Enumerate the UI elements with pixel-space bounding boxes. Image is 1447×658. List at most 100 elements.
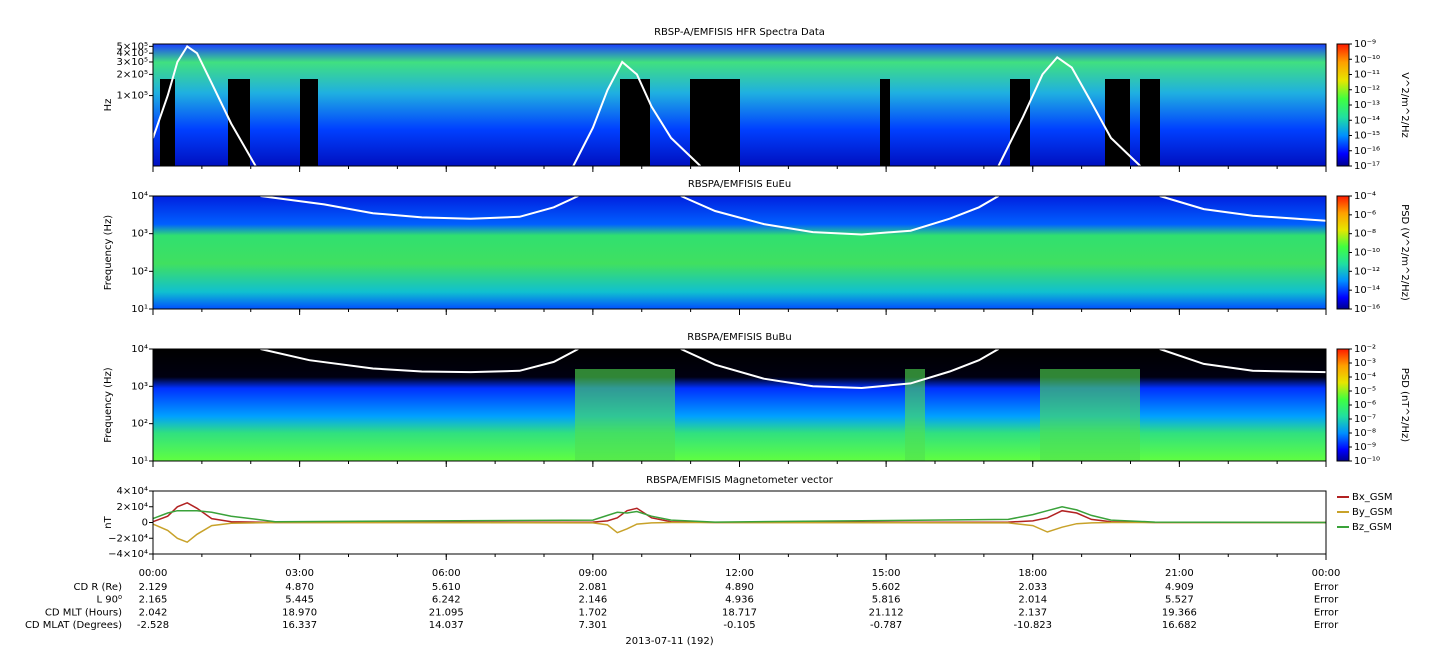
ephemeris-value: 2.165 — [139, 595, 168, 606]
colorbar-tick-label: 10⁻⁴ — [1354, 372, 1376, 383]
x-tick-label: 18:00 — [1018, 568, 1047, 579]
colorbar-tick-label: 10⁻⁹ — [1354, 442, 1376, 453]
y-axis-label: Hz — [103, 99, 114, 112]
x-tick-label: 12:00 — [725, 568, 754, 579]
legend-label: Bz_GSM — [1352, 522, 1392, 533]
spectrogram-texture — [905, 369, 925, 461]
colorbar-label: PSD (nT^2/Hz) — [1399, 368, 1410, 442]
colorbar-tick-label: 10⁻¹⁰ — [1354, 456, 1380, 467]
ephemeris-value: 5.445 — [285, 595, 314, 606]
ephemeris-value: 4.890 — [725, 582, 754, 593]
ephemeris-value: 16.682 — [1162, 620, 1197, 631]
colorbar-tick-label: 10⁻³ — [1354, 358, 1376, 369]
x-tick-label: 06:00 — [432, 568, 461, 579]
ephemeris-value: 5.816 — [872, 595, 901, 606]
series-line — [152, 501, 1326, 524]
x-tick-label: 00:00 — [139, 568, 168, 579]
spectrogram-texture — [228, 79, 250, 166]
ephemeris-value: 2.081 — [579, 582, 608, 593]
colorbar-tick-label: 10⁻¹⁰ — [1354, 54, 1380, 65]
y-tick-label: −2×10⁴ — [108, 533, 148, 544]
ephemeris-value: 19.366 — [1162, 607, 1197, 618]
colorbar-tick-label: 10⁻¹² — [1354, 85, 1380, 96]
ephemeris-value: 5.602 — [872, 582, 901, 593]
ephemeris-value: 2.042 — [139, 607, 168, 618]
ephemeris-value: 7.301 — [579, 620, 608, 631]
colorbar-tick-label: 10⁻¹² — [1354, 266, 1380, 277]
x-axis-label: 2013-07-11 (192) — [625, 636, 713, 647]
y-tick-label: 10³ — [131, 381, 148, 392]
colorbar-tick-label: 10⁻¹³ — [1354, 100, 1380, 111]
ephemeris-value: Error — [1314, 607, 1339, 618]
colorbar-tick-label: 10⁻⁶ — [1354, 210, 1376, 221]
y-tick-label: 10⁴ — [131, 344, 148, 355]
colorbar-tick-label: 10⁻⁴ — [1354, 191, 1376, 202]
x-tick-label: 03:00 — [285, 568, 314, 579]
ephemeris-value: 18.970 — [282, 607, 317, 618]
y-tick-label: 10² — [131, 266, 148, 277]
y-tick-label: 3×10⁵ — [117, 57, 148, 68]
ephemeris-value: 4.870 — [285, 582, 314, 593]
ephemeris-value: 6.242 — [432, 595, 461, 606]
ephemeris-value: 2.014 — [1018, 595, 1047, 606]
ephemeris-value: 5.527 — [1165, 595, 1194, 606]
ephemeris-value: -2.528 — [137, 620, 169, 631]
spectrogram-texture — [690, 79, 740, 166]
ephemeris-value: 18.717 — [722, 607, 757, 618]
ephemeris-value: -0.787 — [870, 620, 902, 631]
y-tick-label: 10² — [131, 419, 148, 430]
y-tick-label: 5×10⁵ — [117, 41, 148, 52]
y-tick-label: 4×10⁴ — [117, 486, 148, 497]
ephemeris-value: 21.095 — [429, 607, 464, 618]
colorbar-tick-label: 10⁻¹⁰ — [1354, 248, 1380, 259]
spectrogram-texture — [160, 79, 175, 166]
ephemeris-value: 2.146 — [579, 595, 608, 606]
y-tick-label: 4×10⁵ — [117, 48, 148, 59]
ephemeris-value: -10.823 — [1013, 620, 1052, 631]
spectrogram-texture — [300, 79, 318, 166]
plasma-line — [152, 44, 1141, 167]
colorbar-tick-label: 10⁻¹⁴ — [1354, 285, 1380, 296]
y-tick-label: 10³ — [131, 229, 148, 240]
colorbar-tick-label: 10⁻¹¹ — [1354, 70, 1380, 81]
y-tick-label: 10¹ — [131, 456, 148, 467]
x-tick-label: 00:00 — [1312, 568, 1341, 579]
ephemeris-label: CD MLT (Hours) — [45, 607, 122, 618]
spectrogram-texture — [575, 369, 675, 461]
ephemeris-value: Error — [1314, 620, 1339, 631]
colorbar-tick-label: 10⁻⁶ — [1354, 400, 1376, 411]
legend-label: By_GSM — [1352, 507, 1393, 518]
ephemeris-value: Error — [1314, 582, 1339, 593]
panel-title: RBSP-A/EMFISIS HFR Spectra Data — [654, 27, 825, 38]
ephemeris-value: Error — [1314, 595, 1339, 606]
series-line — [152, 521, 1326, 544]
series-line — [152, 506, 1327, 524]
colorbar-tick-label: 10⁻⁷ — [1354, 414, 1376, 425]
panel-title: RBSPA/EMFISIS BuBu — [687, 332, 791, 343]
y-tick-label: 0 — [142, 518, 148, 529]
colorbar-label: V^2/m^2/Hz — [1399, 72, 1410, 138]
y-tick-label: 1×10⁵ — [117, 91, 148, 102]
plasma-line — [260, 348, 1327, 390]
colorbar-label: PSD (V^2/m^2/Hz) — [1399, 204, 1410, 301]
ephemeris-value: 1.702 — [579, 607, 608, 618]
chart-area: RBSP-A/EMFISIS HFR Spectra Data 10⁻⁹ 10⁻¹⁰… — [25, 27, 1410, 647]
ephemeris-value: 14.037 — [429, 620, 464, 631]
ephemeris-value: 4.936 — [725, 595, 754, 606]
ephemeris-label: CD MLAT (Degrees) — [25, 620, 122, 631]
legend-label: Bx_GSM — [1352, 492, 1393, 503]
y-tick-label: 2×10⁴ — [117, 502, 148, 513]
colorbar-tick-label: 10⁻¹⁴ — [1354, 115, 1380, 126]
x-tick-label: 21:00 — [1165, 568, 1194, 579]
colorbar-tick-label: 10⁻⁸ — [1354, 428, 1376, 439]
colorbar-tick-label: 10⁻⁵ — [1354, 386, 1376, 397]
spectrogram-image — [153, 349, 1326, 461]
ephemeris-label: CD R (Re) — [74, 582, 123, 593]
colorbar-tick-label: 10⁻¹⁷ — [1354, 161, 1380, 172]
ephemeris-value: 2.137 — [1018, 607, 1047, 618]
y-tick-label: 2×10⁵ — [117, 69, 148, 80]
spectrogram-texture — [1040, 369, 1140, 461]
ephemeris-value: -0.105 — [723, 620, 755, 631]
ephemeris-value: 5.610 — [432, 582, 461, 593]
y-tick-label: 10⁴ — [131, 191, 148, 202]
